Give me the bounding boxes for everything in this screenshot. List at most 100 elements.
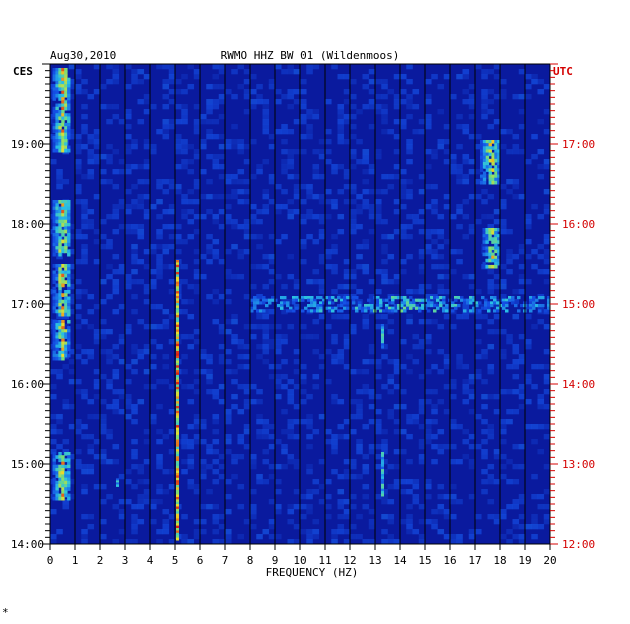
feature-cell [482,237,486,241]
heatmap-cell [62,364,70,370]
heatmap-cell [218,99,226,105]
feature-cell [61,129,65,134]
heatmap-cell [450,214,457,220]
feature-cell [364,304,368,308]
heatmap-cell [343,139,351,145]
heatmap-cell [287,324,295,330]
heatmap-cell [425,369,432,375]
heatmap-cell [337,514,345,520]
feature-cell [421,298,425,302]
frequency-axis: 0 1 2 3 4 5 6 7 8 9 10 11 12 13 14 15 16 17 18 19 20 [47,544,557,567]
heatmap-cell [481,99,488,105]
heatmap-cell [293,69,301,75]
heatmap-cell [137,99,145,105]
heatmap-cell [187,64,195,70]
heatmap-cell [187,199,195,205]
feature-cell [67,496,71,501]
feature-cell [61,487,65,491]
heatmap-cell [387,379,395,385]
heatmap-cell [262,314,270,320]
heatmap-cell [300,529,307,535]
feature-cell [497,168,501,172]
heatmap-cell [81,254,88,260]
heatmap-cell [481,199,488,205]
feature-cell [394,296,398,300]
heatmap-cell [100,169,107,175]
heatmap-cell [512,364,520,370]
heatmap-cell [406,354,413,360]
heatmap-cell [243,429,251,435]
heatmap-cell [287,69,295,75]
heatmap-cell [387,534,395,540]
feature-cell [64,249,68,254]
heatmap-cell [381,459,388,465]
feature-cell [64,344,68,349]
heatmap-cell [462,234,470,240]
feature-cell [497,158,501,163]
heatmap-cell [87,309,95,315]
heatmap-cell [237,179,245,185]
heatmap-cell [462,454,470,460]
heatmap-cell [81,234,88,240]
feature-cell [494,149,498,154]
feature-cell [355,309,359,313]
feature-cell [262,301,266,305]
feature-cell [502,298,506,302]
feature-line-cell [176,472,179,476]
heatmap-cell [237,434,245,440]
heatmap-cell [481,489,488,495]
heatmap-cell [75,74,82,80]
heatmap-cell [156,459,163,465]
feature-line-cell [176,528,179,531]
heatmap-cell [287,424,295,430]
heatmap-cell [156,199,163,205]
heatmap-cell [525,344,532,350]
heatmap-cell [431,184,438,190]
heatmap-cell [262,459,270,465]
heatmap-cell [350,224,357,230]
heatmap-cell [387,484,395,490]
heatmap-cell [512,299,520,305]
heatmap-cell [125,134,132,140]
x-tick-label: 4 [147,554,154,567]
feature-cell [307,309,311,313]
heatmap-cell [437,504,445,510]
x-tick-label: 12 [343,554,356,567]
feature-cell [482,228,486,232]
feature-line-cell [381,478,384,482]
heatmap-cell [331,289,338,295]
heatmap-cell [131,229,138,235]
heatmap-cell [293,89,301,95]
heatmap-cell [512,479,520,485]
feature-cell [403,296,407,300]
feature-cell [385,309,389,313]
feature-cell [480,158,484,163]
heatmap-cell [187,539,195,545]
heatmap-cell [337,499,345,505]
heatmap-cell [168,184,176,190]
feature-cell [52,122,56,127]
feature-cell [55,496,59,501]
heatmap-cell [162,509,170,515]
feature-cell [67,452,71,456]
feature-cell [547,298,551,302]
heatmap-cell [368,164,376,170]
feature-cell [268,301,272,305]
heatmap-cell [262,324,270,330]
heatmap-cell [300,149,307,155]
feature-line-cell [381,474,384,477]
heatmap-cell [356,289,363,295]
feature-cell [55,226,59,231]
feature-cell [367,298,371,302]
feature-cell [67,329,71,333]
feature-cell [58,74,62,79]
heatmap-cell [368,209,376,215]
heatmap-cell [125,499,132,505]
feature-cell [424,304,428,308]
feature-line-cell [176,307,179,311]
heatmap-cell [318,214,326,220]
heatmap-cell [537,89,545,95]
heatmap-cell [462,314,470,320]
heatmap-cell [75,304,82,310]
heatmap-cell [425,424,432,430]
